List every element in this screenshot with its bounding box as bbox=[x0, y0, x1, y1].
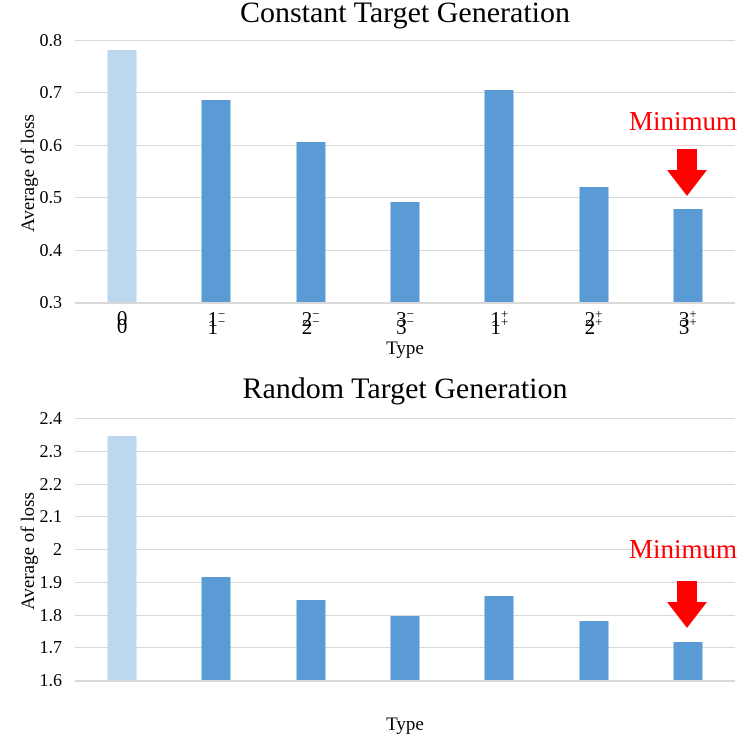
x-tick-label: 3+ bbox=[678, 314, 697, 339]
bar bbox=[579, 186, 609, 302]
down-arrow-icon bbox=[667, 149, 707, 196]
gridline bbox=[75, 549, 735, 550]
y-tick-label: 0.8 bbox=[39, 30, 63, 50]
plot-area: Minimum bbox=[75, 40, 737, 304]
bar-slot bbox=[75, 40, 169, 302]
y-tick-label: 1.7 bbox=[39, 637, 63, 658]
x-tick-label: 3− bbox=[396, 314, 414, 339]
bar-slot bbox=[169, 40, 263, 302]
y-tick-label: 0.7 bbox=[39, 82, 63, 103]
x-tick-label: 0 bbox=[116, 314, 128, 338]
bar bbox=[201, 576, 231, 680]
bar-slot bbox=[75, 418, 169, 680]
x-tick-label: 2+ bbox=[584, 314, 603, 339]
chart-title: Constant Target Generation bbox=[239, 0, 571, 29]
x-tick-label: 1− bbox=[207, 306, 226, 331]
bar-slot bbox=[641, 40, 735, 302]
bar-slot bbox=[358, 418, 452, 680]
bar-slot bbox=[641, 418, 735, 680]
gridline bbox=[75, 197, 735, 199]
y-tick-label: 2.3 bbox=[39, 440, 63, 461]
bar-slot bbox=[169, 418, 263, 680]
gridline bbox=[75, 418, 735, 419]
x-tick-label: 3− bbox=[396, 306, 414, 331]
y-tick-label: 0.3 bbox=[39, 292, 63, 312]
arrow-stem bbox=[677, 581, 697, 603]
bar-slot bbox=[358, 40, 452, 302]
y-axis-ticks: 2.4 2.3 2.2 2.1 2 1.9 1.8 1.7 1.6 bbox=[0, 408, 66, 690]
x-tick-label: 1+ bbox=[490, 306, 509, 331]
bar bbox=[296, 600, 326, 680]
bar bbox=[579, 621, 609, 680]
constant-target-chart: Constant Target Generation Average of lo… bbox=[0, 0, 747, 370]
bar-slot bbox=[264, 40, 358, 302]
down-arrow-icon bbox=[667, 581, 707, 628]
bar bbox=[484, 89, 514, 302]
y-tick-label: 2.1 bbox=[39, 506, 63, 527]
y-tick-label: 2 bbox=[53, 539, 62, 559]
y-tick-label: 1.6 bbox=[39, 670, 63, 690]
x-tick-label: 1− bbox=[207, 314, 226, 339]
bar bbox=[107, 50, 137, 302]
chart-title: Random Target Generation bbox=[242, 372, 568, 405]
x-tick-label: 2+ bbox=[584, 306, 603, 331]
arrow-head bbox=[667, 170, 707, 196]
minimum-label: Minimum bbox=[628, 106, 737, 136]
bar bbox=[107, 436, 137, 680]
bar-slot bbox=[546, 418, 640, 680]
x-tick-label: 0 bbox=[116, 306, 128, 330]
y-tick-label: 1.8 bbox=[39, 604, 63, 625]
y-tick-label: 0.5 bbox=[39, 187, 63, 208]
gridline bbox=[75, 614, 735, 616]
x-tick-label: 1+ bbox=[490, 314, 509, 339]
x-axis-title: Type bbox=[386, 714, 424, 735]
x-tick-label: 2− bbox=[301, 314, 320, 339]
bar-slot bbox=[264, 418, 358, 680]
bar bbox=[673, 642, 703, 680]
gridline bbox=[75, 144, 735, 146]
y-tick-label: 2.2 bbox=[39, 473, 63, 494]
bar bbox=[296, 142, 326, 302]
gridline bbox=[75, 581, 735, 583]
bar-series bbox=[75, 40, 735, 302]
x-axis-ticks: 0 1− 2− 3− 1+ 2+ 3+ bbox=[75, 306, 735, 336]
bar-slot bbox=[452, 418, 546, 680]
x-tick-label: 2− bbox=[301, 306, 320, 331]
bar bbox=[484, 595, 514, 680]
x-axis-title: Type bbox=[386, 338, 424, 359]
bar bbox=[390, 616, 420, 680]
gridline bbox=[75, 516, 735, 518]
x-tick-label: 3+ bbox=[678, 306, 697, 331]
bar-slot bbox=[546, 40, 640, 302]
bar-series bbox=[75, 418, 735, 680]
arrow-stem bbox=[677, 149, 697, 171]
gridline bbox=[75, 483, 735, 485]
arrow-head bbox=[667, 602, 707, 628]
gridline bbox=[75, 92, 735, 94]
y-tick-label: 2.4 bbox=[39, 408, 63, 428]
gridline bbox=[75, 450, 735, 452]
random-target-chart: Random Target Generation Average of loss… bbox=[0, 314, 747, 747]
bar bbox=[673, 208, 703, 302]
minimum-label: Minimum bbox=[628, 534, 737, 564]
y-tick-label: 1.9 bbox=[39, 571, 63, 592]
gridline bbox=[75, 40, 735, 41]
plot-area: Minimum bbox=[75, 418, 737, 682]
x-axis-ticks: 0 1− 2− 3− 1+ 2+ 3+ bbox=[75, 314, 735, 344]
bar bbox=[201, 100, 231, 302]
bar bbox=[390, 202, 420, 302]
y-tick-label: 0.6 bbox=[39, 134, 63, 155]
bar-slot bbox=[452, 40, 546, 302]
y-tick-label: 0.4 bbox=[39, 239, 63, 260]
y-axis-ticks: 0.8 0.7 0.6 0.5 0.4 0.3 bbox=[0, 30, 66, 312]
